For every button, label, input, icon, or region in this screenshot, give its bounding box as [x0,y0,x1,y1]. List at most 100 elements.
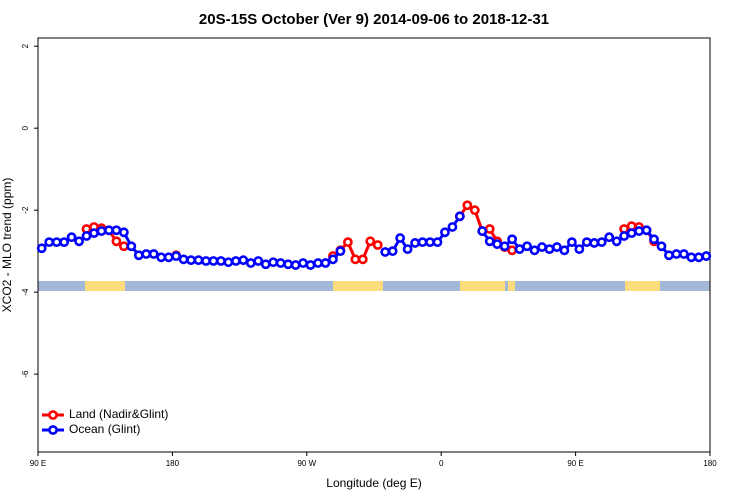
land-strip [85,281,125,291]
data-point [320,258,331,268]
data-point [649,234,659,245]
data-point [44,237,55,248]
data-point [245,258,256,268]
chart-title: 20S-15S October (Ver 9) 2014-09-06 to 20… [199,11,549,28]
data-point [230,256,241,266]
data-point [492,239,503,250]
data-point [350,254,361,265]
land-strip [333,281,383,291]
y-tick-label: -4 [21,288,30,296]
data-point [626,228,637,239]
data-point [238,255,249,266]
data-point [290,260,301,270]
data-point [641,225,652,236]
y-tick-label: 2 [21,43,30,48]
data-point [477,226,488,236]
data-point [499,241,510,252]
data-point [104,225,114,236]
legend-label: Ocean (Glint) [69,422,140,436]
data-point [133,250,144,261]
data-point [686,252,697,263]
data-point [283,259,294,270]
data-point [395,233,406,243]
y-tick-label: -2 [21,206,30,214]
data-point [611,236,622,247]
data-point [402,244,413,254]
data-point [522,241,532,252]
data-point [544,244,555,254]
data-point [484,236,495,247]
data-point [260,259,271,270]
data-point [96,226,107,236]
data-point [141,249,152,259]
data-point [387,246,398,257]
data-point [305,260,316,270]
y-tick-label: -6 [21,370,30,378]
data-point [313,258,323,268]
data-point [566,237,577,248]
data-point [440,227,450,238]
data-point [357,254,368,265]
data-point [365,236,376,247]
data-point [410,238,420,248]
data-point [469,205,480,216]
data-point [193,255,204,266]
data-point [163,252,174,263]
data-point [89,228,99,239]
data-point [559,245,570,256]
data-point [59,237,70,248]
data-point [656,241,667,252]
data-point [619,231,630,241]
data-point [201,256,211,266]
data-point [372,240,383,250]
data-point [268,257,279,268]
data-point [36,243,47,254]
data-point [574,244,585,254]
data-point [216,256,226,266]
data-point [454,211,465,222]
data-point [634,226,644,236]
x-axis-label: Longitude (deg E) [326,476,421,490]
data-point [537,242,547,252]
x-tick-label: 180 [703,459,717,468]
data-point [275,258,286,268]
data-point [111,225,122,236]
data-point [380,247,391,257]
legend-marker [48,410,58,420]
x-tick-label: 180 [166,459,180,468]
data-point [253,256,264,266]
data-point [186,255,196,266]
land-strip [508,281,515,291]
data-point [342,237,353,248]
data-point [178,254,189,265]
data-point [298,258,308,268]
data-point [581,237,592,248]
y-tick-label: 0 [21,125,30,130]
plot-frame [37,37,711,453]
data-point [432,237,443,248]
data-point [596,237,607,248]
data-point [156,252,167,263]
data-point [462,200,473,211]
data-point [126,241,137,252]
data-point [66,232,77,243]
data-point [51,237,62,248]
data-point [335,246,346,257]
data-point [118,241,129,252]
data-point [447,222,458,232]
data-point [552,242,562,252]
data-point [74,236,84,247]
land-strip [460,281,505,291]
land-strip [625,281,660,291]
data-point [507,234,518,245]
data-point [671,249,682,259]
data-point [425,237,435,248]
data-point [589,238,600,248]
x-tick-label: 90 E [567,459,583,468]
data-point [693,252,704,263]
data-point [701,251,712,261]
legend-label: Land (Nadir&Glint) [69,407,168,421]
data-point [111,236,122,247]
data-point [148,249,159,259]
data-point [604,232,615,243]
